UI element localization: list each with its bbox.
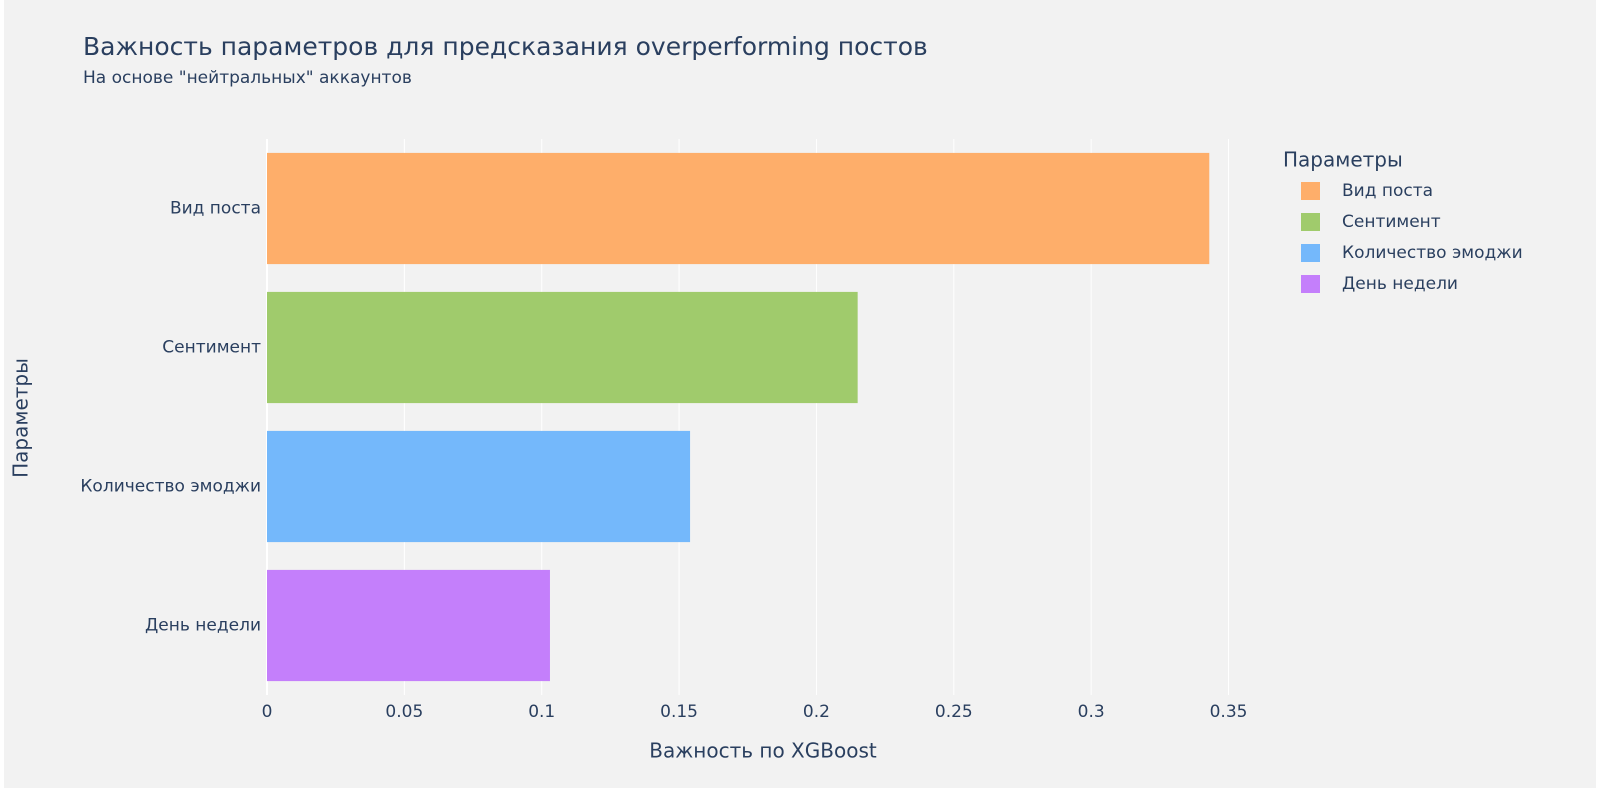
x-tick-label: 0.35 [1210,702,1248,722]
x-tick-label: 0.3 [1078,702,1105,722]
y-tick-label: День недели [145,616,261,636]
x-tick-label: 0.05 [385,702,423,722]
legend-title: Параметры [1283,148,1403,172]
bar [267,152,1210,265]
legend-swatch [1301,244,1320,262]
x-tick-label: 0.1 [528,702,555,722]
legend-label: Сентимент [1342,212,1441,232]
bar [267,291,858,404]
x-tick-label: 0.25 [935,702,973,722]
y-axis-title: Параметры [9,358,33,478]
legend-swatch [1301,275,1320,293]
legend-label: День недели [1342,274,1458,294]
y-tick-label: Сентимент [162,338,261,358]
x-axis-title: Важность по XGBoost [649,739,877,763]
y-tick-label: Количество эмоджи [80,477,261,497]
legend-label: Вид поста [1342,181,1433,201]
bar [267,430,691,543]
legend-swatch [1301,182,1320,200]
x-tick-label: 0.2 [803,702,830,722]
x-tick-label: 0 [262,702,273,722]
bar [267,569,550,682]
y-tick-label: Вид поста [170,199,261,219]
legend-swatch [1301,213,1320,231]
legend-label: Количество эмоджи [1342,243,1523,263]
chart-title: Важность параметров для предсказания ove… [83,32,928,61]
chart-subtitle: На основе "нейтральных" аккаунтов [83,68,412,88]
x-tick-label: 0.15 [660,702,698,722]
